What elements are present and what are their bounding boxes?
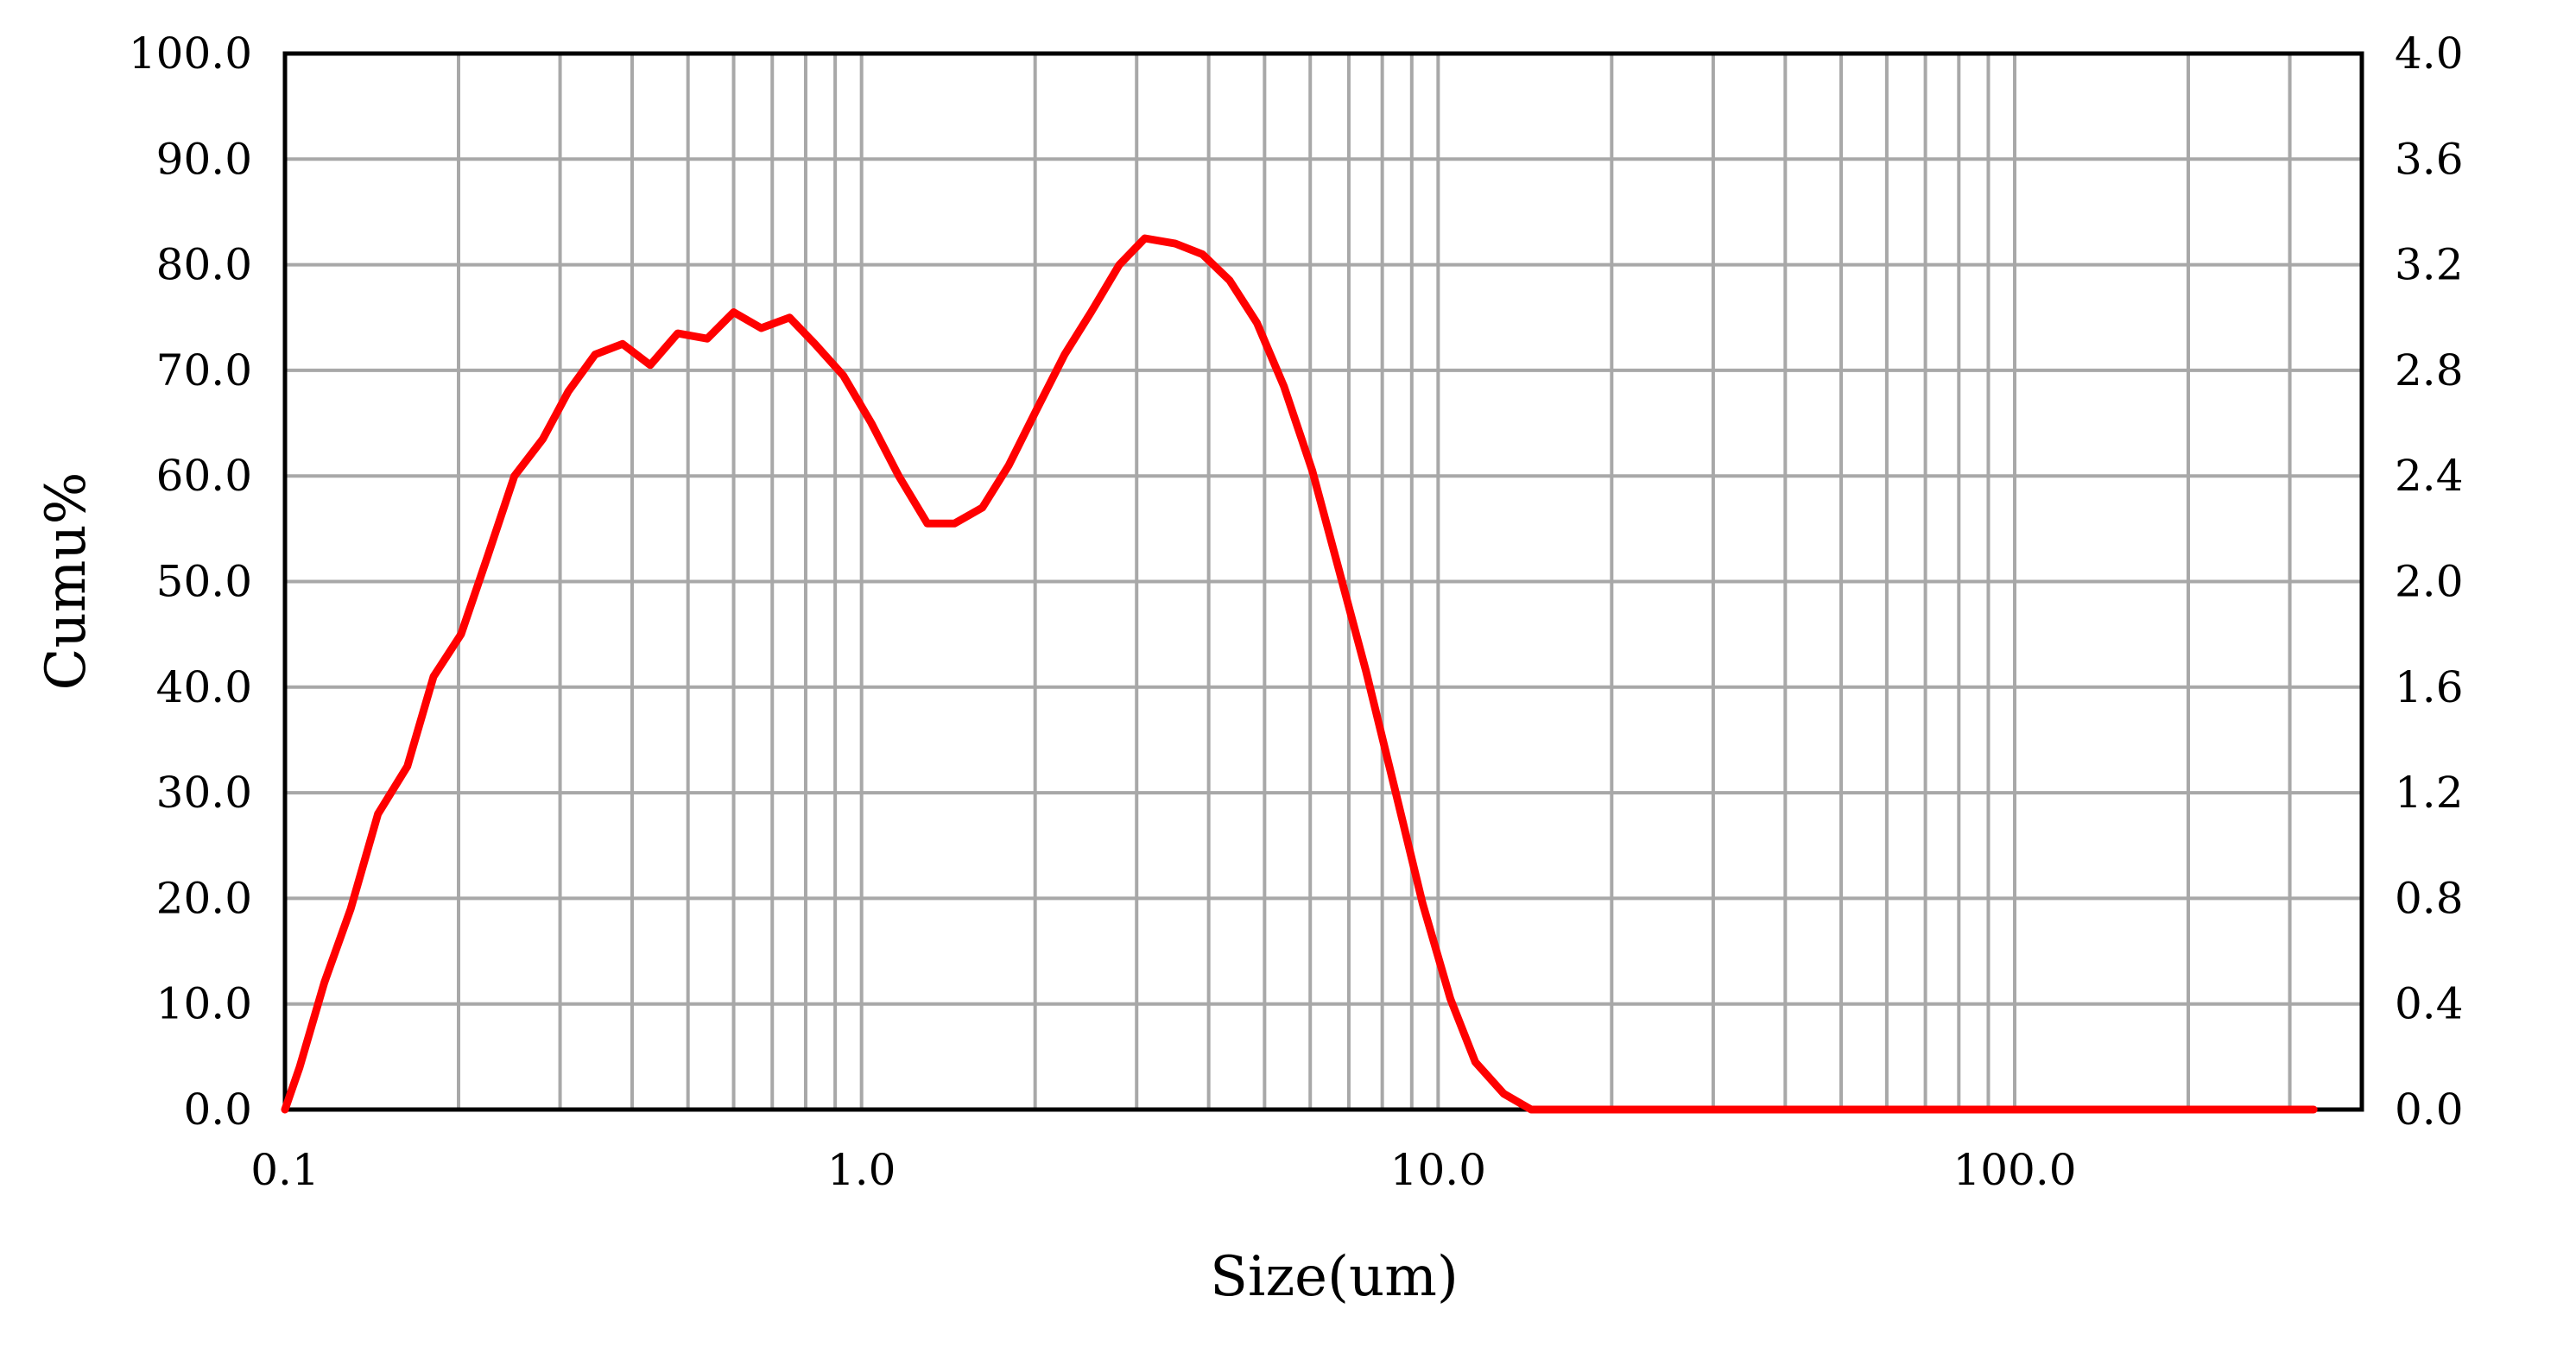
- y2-tick-label: 0.8: [2395, 873, 2464, 923]
- x-tick-label: 10.0: [1390, 1145, 1486, 1195]
- y-tick-label: 30.0: [156, 768, 252, 818]
- x-tick-label: 0.1: [250, 1145, 320, 1195]
- y2-tick-label: 2.0: [2395, 557, 2464, 607]
- y-tick-label: 90.0: [156, 134, 252, 184]
- y2-tick-label: 1.2: [2395, 768, 2464, 818]
- y2-tick-label: 4.0: [2395, 28, 2464, 79]
- y-tick-label: 20.0: [156, 873, 252, 923]
- series-line: [281, 234, 2318, 1114]
- x-tick-label: 100.0: [1953, 1145, 2076, 1195]
- y2-tick-label: 0.4: [2395, 979, 2464, 1029]
- y2-tick-label: 3.6: [2395, 134, 2464, 184]
- plot-frame: [282, 51, 2364, 1112]
- y-tick-label: 0.0: [183, 1085, 252, 1135]
- y-tick-label: 70.0: [156, 345, 252, 395]
- grid-lines: [285, 54, 2362, 1110]
- y-tick-label: 100.0: [129, 28, 252, 79]
- series-layer: [281, 234, 2318, 1114]
- y-tick-label: 60.0: [156, 451, 252, 501]
- y-tick-label: 10.0: [156, 979, 252, 1029]
- y-tick-label: 50.0: [156, 557, 252, 607]
- y2-tick-label: 3.2: [2395, 240, 2464, 290]
- tick-labels: 0.0 10.0 20.0 30.0 40.0 50.0 60.0 70.0 80.0 90.0 1…: [129, 28, 2464, 1195]
- y-axis-title: Cumu%: [35, 472, 98, 691]
- y-tick-label: 80.0: [156, 240, 252, 290]
- y2-tick-label: 1.6: [2395, 662, 2464, 712]
- y2-tick-label: 2.8: [2395, 345, 2464, 395]
- y2-tick-label: 0.0: [2395, 1085, 2464, 1135]
- y2-tick-label: 2.4: [2395, 451, 2464, 501]
- x-tick-label: 1.0: [827, 1145, 896, 1195]
- y-tick-label: 40.0: [156, 662, 252, 712]
- x-axis-title: Size(um): [1210, 1245, 1459, 1309]
